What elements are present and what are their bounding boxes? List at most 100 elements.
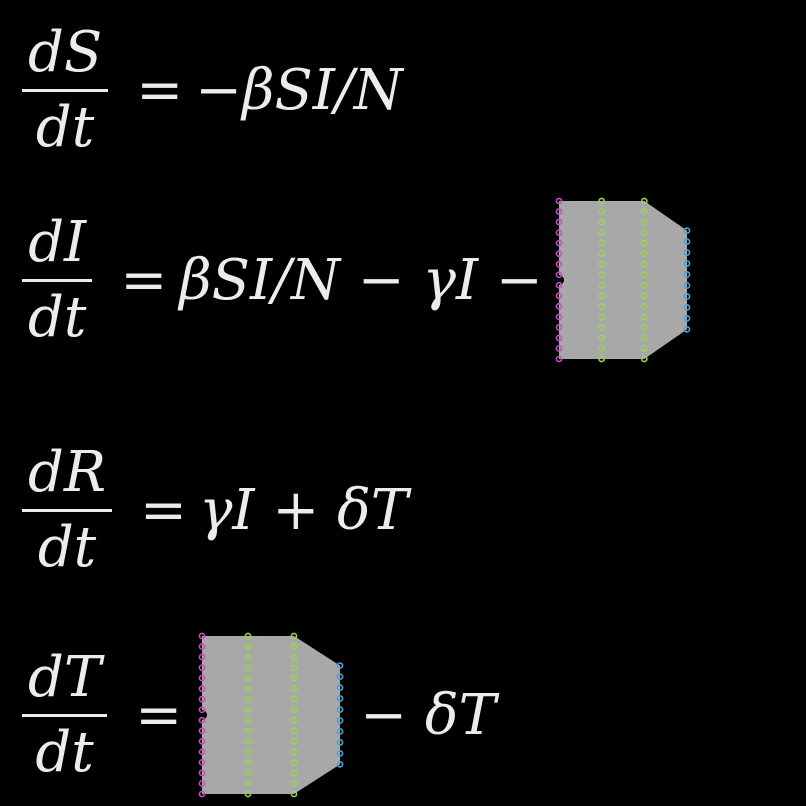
network-node (244, 727, 252, 735)
equals-sign: = (135, 682, 183, 748)
network-node (244, 780, 252, 787)
neural-network-graphic (196, 630, 346, 800)
network-node (290, 737, 298, 745)
network-node (244, 643, 252, 650)
network-node (640, 271, 648, 279)
network-node (198, 748, 206, 756)
fraction-denominator: dt (37, 514, 97, 580)
network-node (555, 292, 563, 300)
network-connections (202, 636, 341, 794)
network-node (683, 227, 691, 235)
network-node (290, 758, 298, 766)
network-node (683, 315, 691, 322)
network-node (198, 664, 206, 671)
network-node (336, 739, 344, 746)
rhs-expression: βSI/N − γI − (179, 247, 543, 313)
network-node (290, 790, 298, 798)
network-node (555, 302, 563, 310)
network-node (640, 197, 648, 205)
network-node (598, 260, 605, 268)
equals-sign: = (140, 477, 187, 543)
network-node (640, 260, 648, 268)
equation-dR: dR dt = γI + δT (0, 425, 408, 595)
network-node (640, 208, 648, 215)
network-node (683, 325, 691, 333)
network-node (336, 673, 344, 680)
network-node (336, 760, 344, 768)
network-node (555, 229, 563, 236)
network-node (640, 313, 648, 321)
network-node (336, 684, 344, 691)
equals-sign: = (136, 57, 184, 123)
rhs-expression: γI + δT (198, 477, 409, 543)
network-node (336, 728, 344, 735)
fraction-numerator: dS (28, 19, 103, 85)
network-node (555, 281, 563, 289)
network-node (244, 737, 252, 745)
rhs-expression: −βSI/N (195, 57, 403, 123)
network-node (244, 758, 252, 766)
equation-dI: dI dt = βSI/N − γI − (0, 195, 693, 365)
network-node (290, 632, 298, 640)
network-node (555, 250, 563, 258)
network-node (198, 643, 206, 650)
rhs-expression: − δT (360, 682, 496, 748)
network-node (198, 632, 206, 640)
network-node (244, 685, 252, 693)
network-node (683, 304, 691, 311)
network-node (290, 780, 298, 787)
equation-dT: dT dt = − δT (0, 630, 496, 800)
network-node (198, 790, 206, 798)
equation-dS: dS dt = −βSI/N (0, 5, 403, 175)
network-node (198, 685, 206, 693)
network-node (598, 292, 605, 300)
network-node (598, 345, 605, 352)
network-node (683, 260, 691, 267)
network-notch (197, 710, 208, 720)
fraction-bar (22, 713, 108, 717)
fraction-denominator: dt (35, 94, 95, 160)
network-node (198, 780, 206, 787)
network-node (290, 716, 298, 724)
derivative-fraction: dS dt (22, 19, 109, 160)
network-node (555, 208, 563, 215)
network-node (640, 218, 648, 226)
network-node (244, 674, 252, 682)
network-node (244, 653, 252, 661)
network-node (244, 748, 252, 756)
network-node (555, 197, 563, 205)
network-node (598, 229, 605, 236)
network-node (598, 334, 605, 342)
network-connections (558, 201, 687, 359)
derivative-fraction: dT dt (22, 646, 108, 784)
network-node (336, 750, 344, 757)
network-node (640, 292, 648, 300)
network-node (598, 313, 605, 321)
network-node (640, 355, 648, 363)
network-node (198, 737, 206, 745)
network-node (640, 229, 648, 236)
network-node (198, 727, 206, 735)
network-node (555, 271, 563, 279)
network-node (290, 674, 298, 682)
fraction-bar (22, 88, 109, 92)
network-node (336, 662, 344, 670)
network-node (244, 790, 252, 798)
network-node (555, 355, 563, 363)
fraction-denominator: dt (28, 284, 87, 350)
network-node (198, 653, 206, 661)
network-node (555, 239, 563, 247)
network-node (555, 345, 563, 352)
network-node (683, 271, 691, 278)
network-node (198, 674, 206, 682)
network-node (290, 727, 298, 735)
network-node (198, 716, 206, 724)
derivative-fraction: dR dt (22, 441, 113, 580)
neural-network-graphic (553, 195, 693, 365)
network-notch (553, 275, 564, 285)
network-node (336, 717, 344, 724)
network-node (290, 653, 298, 661)
network-node (336, 695, 344, 702)
network-node (290, 748, 298, 756)
network-node (640, 323, 648, 331)
